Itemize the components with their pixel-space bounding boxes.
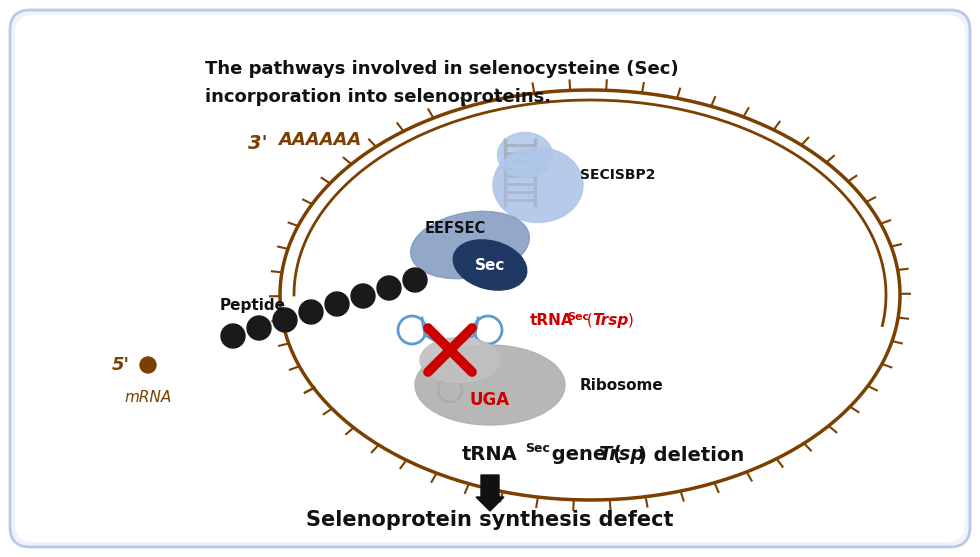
Circle shape bbox=[221, 324, 245, 348]
Circle shape bbox=[325, 292, 349, 316]
Text: 3': 3' bbox=[248, 134, 268, 153]
FancyArrow shape bbox=[476, 475, 504, 511]
Circle shape bbox=[247, 316, 271, 340]
Text: incorporation into selenoproteins.: incorporation into selenoproteins. bbox=[205, 88, 551, 106]
Text: Ribosome: Ribosome bbox=[580, 378, 663, 393]
Text: AAAAAA: AAAAAA bbox=[278, 131, 362, 149]
Circle shape bbox=[273, 308, 297, 332]
Text: SECISBP2: SECISBP2 bbox=[580, 168, 656, 182]
Ellipse shape bbox=[493, 148, 583, 222]
Circle shape bbox=[140, 357, 156, 373]
Text: Trsp: Trsp bbox=[598, 446, 645, 465]
FancyBboxPatch shape bbox=[10, 10, 970, 547]
Text: 5': 5' bbox=[112, 356, 130, 374]
Text: tRNA: tRNA bbox=[463, 446, 517, 465]
Circle shape bbox=[403, 268, 427, 292]
Circle shape bbox=[299, 300, 323, 324]
Ellipse shape bbox=[453, 240, 527, 290]
Text: Sec: Sec bbox=[525, 442, 550, 455]
Ellipse shape bbox=[411, 211, 529, 278]
Text: tRNA: tRNA bbox=[530, 312, 573, 328]
Text: mRNA: mRNA bbox=[124, 390, 172, 405]
Text: Sec: Sec bbox=[567, 312, 589, 322]
Ellipse shape bbox=[498, 133, 553, 178]
Text: Peptide: Peptide bbox=[220, 297, 286, 312]
Ellipse shape bbox=[415, 345, 565, 425]
Ellipse shape bbox=[420, 338, 500, 383]
Text: (: ( bbox=[582, 312, 593, 328]
FancyBboxPatch shape bbox=[15, 15, 965, 542]
Text: UGA: UGA bbox=[470, 391, 510, 409]
Text: ): ) bbox=[628, 312, 634, 328]
Circle shape bbox=[351, 284, 375, 308]
Text: gene (: gene ( bbox=[545, 446, 622, 465]
Text: Selenoprotein synthesis defect: Selenoprotein synthesis defect bbox=[307, 510, 674, 530]
Text: Sec: Sec bbox=[475, 257, 505, 272]
Circle shape bbox=[377, 276, 401, 300]
Text: ) deletion: ) deletion bbox=[638, 446, 744, 465]
Text: EEFSEC: EEFSEC bbox=[425, 221, 486, 236]
Text: Trsp: Trsp bbox=[592, 312, 628, 328]
Text: The pathways involved in selenocysteine (Sec): The pathways involved in selenocysteine … bbox=[205, 60, 678, 78]
